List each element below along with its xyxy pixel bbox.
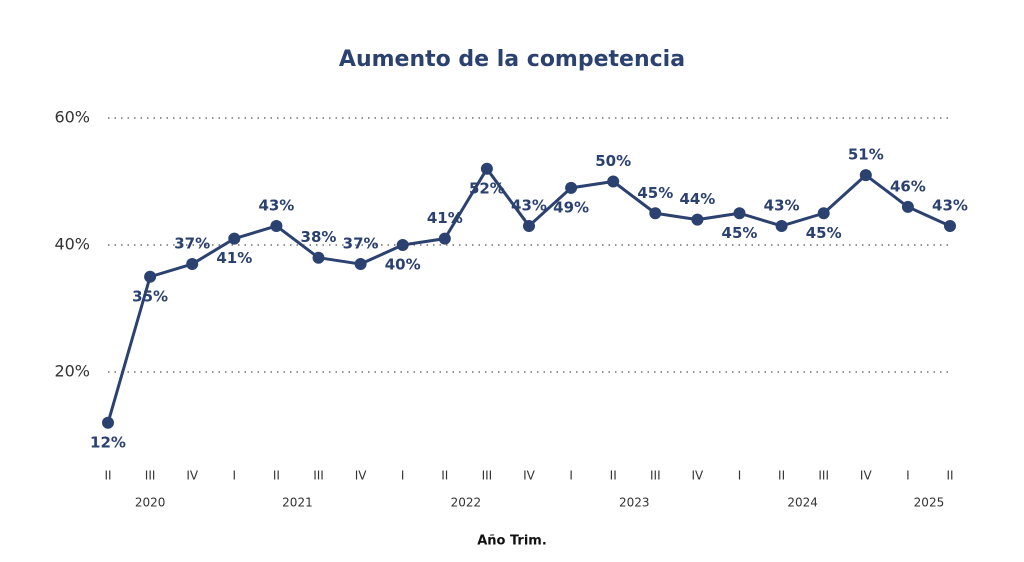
point xyxy=(102,416,114,429)
x-tick-label: I xyxy=(233,469,237,483)
data-label: 45% xyxy=(722,224,758,242)
point xyxy=(944,219,956,232)
point xyxy=(775,219,788,232)
data-label: 35% xyxy=(132,287,168,305)
x-tick-label: III xyxy=(482,469,493,483)
point xyxy=(523,219,535,232)
x-tick-label: III xyxy=(650,469,661,483)
year-label: 2023 xyxy=(619,496,650,510)
data-label: 43% xyxy=(932,196,968,214)
x-tick-label: III xyxy=(313,469,324,483)
data-label: 43% xyxy=(511,196,547,214)
point xyxy=(144,270,157,283)
x-axis-label: Año Trim. xyxy=(477,534,547,549)
point xyxy=(438,232,451,245)
point xyxy=(691,213,704,226)
data-label: 41% xyxy=(427,209,463,227)
point xyxy=(607,175,620,188)
x-tick-label: II xyxy=(778,469,785,483)
data-label: 41% xyxy=(216,249,252,267)
x-tick-label: IV xyxy=(860,469,873,483)
data-label: 51% xyxy=(848,146,884,164)
year-label: 2025 xyxy=(914,496,945,510)
x-tick-label: I xyxy=(401,469,405,483)
year-label: 2021 xyxy=(282,496,313,510)
point xyxy=(565,181,578,194)
year-label: 2022 xyxy=(451,496,482,510)
data-label: 43% xyxy=(258,196,294,214)
x-tick-label: II xyxy=(104,469,111,483)
point xyxy=(859,169,872,182)
x-tick-label: III xyxy=(818,469,829,483)
data-label: 45% xyxy=(806,224,842,242)
x-tick-label: IV xyxy=(355,469,368,483)
point xyxy=(396,239,409,251)
data-label: 37% xyxy=(174,235,210,253)
point xyxy=(312,251,325,264)
data-label: 43% xyxy=(764,196,800,214)
data-label: 12% xyxy=(90,433,126,451)
x-tick-label: II xyxy=(946,469,953,483)
year-label: 2020 xyxy=(135,496,166,510)
x-tick-label: IV xyxy=(523,469,536,483)
x-tick-label: II xyxy=(610,469,617,483)
x-tick-label: I xyxy=(569,469,573,483)
data-label: 52% xyxy=(469,179,505,197)
x-tick-label: I xyxy=(906,469,910,483)
x-tick-label: IV xyxy=(186,469,199,483)
point xyxy=(901,200,914,213)
data-label: 46% xyxy=(890,177,926,195)
data-label: 50% xyxy=(595,152,631,170)
x-tick-label: II xyxy=(273,469,280,483)
year-label: 2024 xyxy=(787,496,818,510)
point xyxy=(186,258,199,271)
point xyxy=(649,207,662,220)
point xyxy=(733,207,746,220)
x-tick-label: IV xyxy=(692,469,705,483)
y-tick-label: 20% xyxy=(54,362,90,381)
point xyxy=(354,258,367,271)
data-label: 49% xyxy=(553,198,589,216)
point xyxy=(228,232,241,245)
point xyxy=(817,207,830,220)
x-tick-label: II xyxy=(441,469,448,483)
data-label: 44% xyxy=(679,190,715,208)
data-label: 45% xyxy=(637,184,673,202)
point xyxy=(480,162,493,175)
y-tick-label: 60% xyxy=(54,108,90,127)
x-tick-label: I xyxy=(738,469,742,483)
chart-title: Aumento de la competencia xyxy=(339,47,685,72)
data-label: 37% xyxy=(343,235,379,253)
point xyxy=(270,219,283,232)
y-tick-label: 40% xyxy=(54,235,90,254)
x-tick-label: III xyxy=(145,469,156,483)
data-label: 38% xyxy=(301,228,337,246)
data-label: 40% xyxy=(385,256,421,274)
